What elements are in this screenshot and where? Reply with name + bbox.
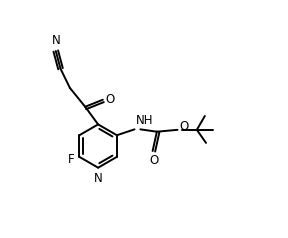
Text: O: O [179,120,189,134]
Text: NH: NH [135,114,153,127]
Text: N: N [52,34,60,47]
Text: O: O [149,154,158,167]
Text: F: F [68,153,74,166]
Text: N: N [94,172,103,185]
Text: O: O [106,93,115,106]
